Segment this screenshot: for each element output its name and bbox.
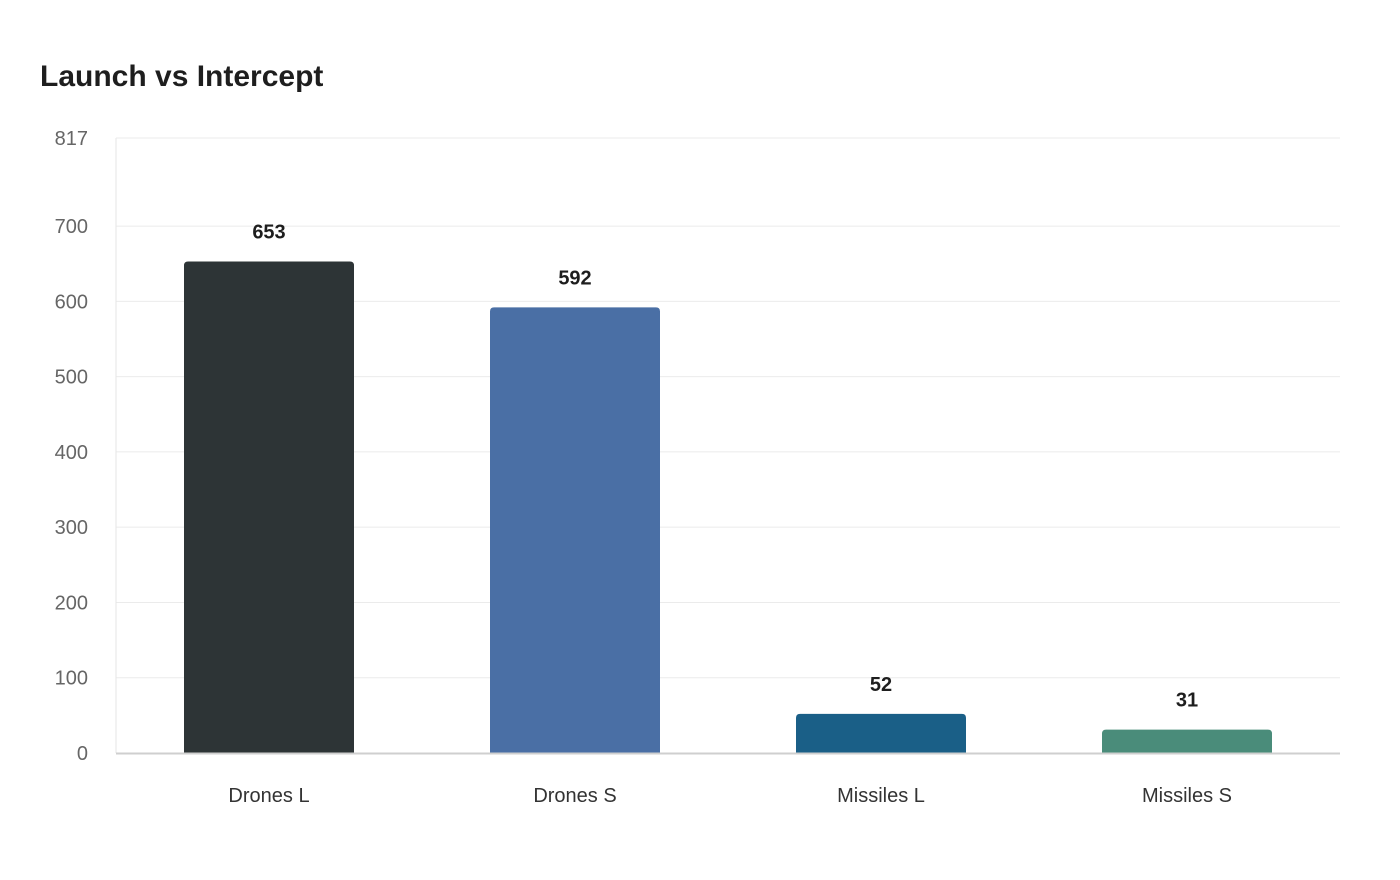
bar <box>184 261 354 753</box>
y-tick-label: 600 <box>55 291 88 313</box>
bar <box>796 713 966 753</box>
y-tick-label: 817 <box>55 128 88 150</box>
data-label: 52 <box>870 674 892 696</box>
y-tick-label: 200 <box>55 592 88 614</box>
y-tick-label: 400 <box>55 442 88 464</box>
y-tick-label: 500 <box>55 367 88 389</box>
bar <box>1102 729 1272 753</box>
data-label: 31 <box>1176 690 1198 712</box>
bar <box>490 307 660 753</box>
x-tick-label: Missiles S <box>1142 785 1232 807</box>
x-tick-label: Drones L <box>228 785 309 807</box>
y-tick-label: 700 <box>55 216 88 238</box>
y-tick-label: 300 <box>55 517 88 539</box>
x-tick-label: Missiles L <box>837 785 925 807</box>
y-tick-label: 0 <box>77 743 88 765</box>
y-tick-label: 100 <box>55 668 88 690</box>
chart-title: Launch vs Intercept <box>40 60 324 93</box>
data-label: 592 <box>558 267 591 289</box>
x-tick-label: Drones S <box>533 785 616 807</box>
data-label: 653 <box>252 221 285 243</box>
